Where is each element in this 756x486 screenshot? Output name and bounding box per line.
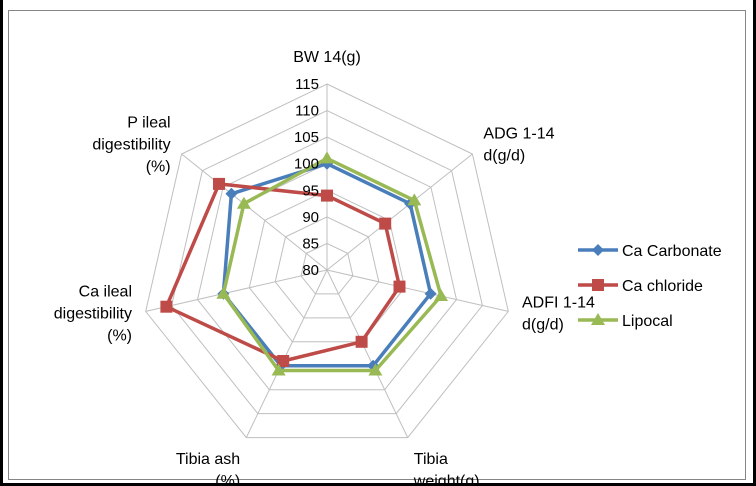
legend-marker xyxy=(592,244,604,256)
category-label: Tibia weight(g) xyxy=(413,451,480,486)
legend-entry: Ca chloride xyxy=(578,278,703,295)
radial-tick-label: 105 xyxy=(294,129,319,146)
spoke-1 xyxy=(326,153,473,271)
data-point xyxy=(160,300,173,313)
legend-marker xyxy=(591,313,605,325)
radial-tick-label: 100 xyxy=(294,156,319,173)
right-border-bar xyxy=(753,0,756,486)
legend-entry: Ca Carbonate xyxy=(578,243,722,260)
grid-ring-90 xyxy=(274,216,380,319)
category-label: P ileal digestibility (%) xyxy=(92,114,170,175)
series-ca-chloride xyxy=(160,177,406,367)
data-point xyxy=(321,189,333,202)
spoke-3 xyxy=(326,269,409,438)
category-label: ADG 1-14 d(g/d) xyxy=(483,125,554,164)
bottom-border-bar xyxy=(0,483,756,486)
spoke-4 xyxy=(245,269,328,438)
radar-spokes xyxy=(145,84,509,438)
category-label: BW 14(g) xyxy=(293,49,361,66)
legend-label: Lipocal xyxy=(622,313,673,330)
data-point xyxy=(271,363,286,376)
data-point xyxy=(236,196,251,209)
radar-series xyxy=(160,151,448,376)
spoke-2 xyxy=(326,269,509,312)
legend: Ca Carbonate Ca chloride Lipocal xyxy=(578,243,722,330)
data-point xyxy=(424,287,437,300)
radial-tick-label: 110 xyxy=(295,103,319,120)
left-border-bar xyxy=(0,0,3,486)
radial-tick-label: 80 xyxy=(302,262,319,279)
chart-area xyxy=(8,10,746,480)
series-line xyxy=(164,182,402,363)
data-point xyxy=(216,286,231,299)
data-point xyxy=(213,177,225,190)
category-label: Ca ileal digestibility (%) xyxy=(54,284,132,345)
radial-tick-label: 85 xyxy=(302,235,319,252)
spoke-6 xyxy=(181,153,328,271)
data-point xyxy=(225,187,238,200)
spoke-5 xyxy=(145,269,328,312)
legend-label: Ca chloride xyxy=(622,278,703,295)
data-point xyxy=(393,280,406,293)
legend-marker xyxy=(592,279,604,291)
series-lipocal xyxy=(216,151,448,376)
data-point xyxy=(355,335,368,348)
data-point xyxy=(320,151,334,164)
series-line xyxy=(221,161,433,368)
series-line xyxy=(221,156,443,373)
category-labels: BW 14(g) ADG 1-14 d(g/d) ADFI 1-14 d(g/d) Tib… xyxy=(54,49,595,486)
grid-ring-110 xyxy=(171,110,483,415)
data-point xyxy=(277,355,290,367)
legend-entry: Lipocal xyxy=(578,313,673,330)
radial-tick-label: 115 xyxy=(295,76,319,93)
legend-label: Ca Carbonate xyxy=(622,243,722,260)
data-point xyxy=(434,289,448,301)
category-label: ADFI 1-14 d(g/d) xyxy=(522,295,595,334)
grid-ring-115 xyxy=(145,83,509,439)
radial-tick-labels: 80 85 90 95 100 105 110 115 xyxy=(294,76,319,279)
data-point xyxy=(379,217,392,230)
data-point xyxy=(407,193,422,206)
category-label: Tibia ash (%) xyxy=(176,451,240,486)
grid-ring-85 xyxy=(300,242,354,295)
radial-tick-label: 90 xyxy=(302,209,319,226)
grid-ring-105 xyxy=(196,136,458,391)
radial-tick-label: 95 xyxy=(302,182,319,199)
grid-ring-95 xyxy=(248,189,406,343)
data-point xyxy=(368,363,383,376)
